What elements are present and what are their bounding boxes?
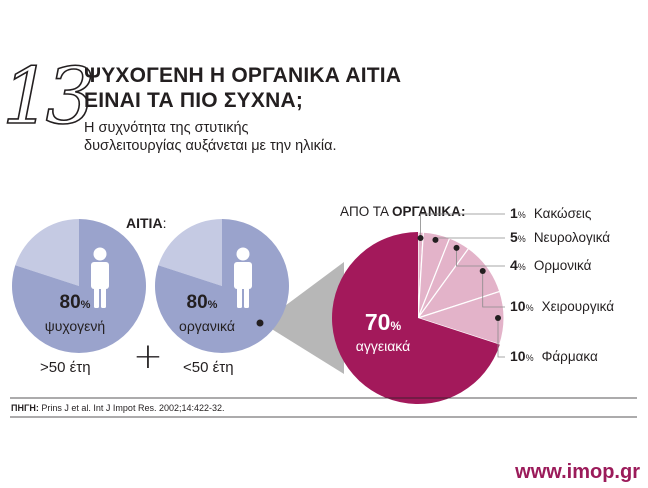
- slice-value: 5: [510, 229, 518, 245]
- svg-text:80%: 80%: [60, 292, 91, 313]
- pie-slice-other: [15, 219, 79, 286]
- age-group-1: >50 έτη: [40, 359, 91, 376]
- leader-dot: [495, 315, 501, 321]
- pie1-value: 80: [60, 292, 81, 313]
- svg-text:80%: 80%: [187, 292, 218, 313]
- leader-line: [456, 247, 505, 267]
- pie-organic: [155, 219, 289, 353]
- person-icon: [91, 247, 109, 308]
- zoom-connector: [262, 262, 344, 374]
- person-icon: [234, 247, 252, 308]
- slice-percent: %: [518, 262, 526, 272]
- svg-text:ΑΙΤΙΑ:: ΑΙΤΙΑ:: [126, 215, 166, 231]
- pie-slice-other: [158, 219, 222, 286]
- slice-value: 10: [510, 348, 526, 364]
- organic-title-suffix: :: [461, 204, 466, 219]
- slice-leaders: 1% Κακώσεις 5% Νευρολογικά 4% Ορμονικά 10% Χειρ…: [417, 205, 614, 364]
- leader-dot: [479, 267, 486, 274]
- pie1-percent: %: [81, 299, 91, 311]
- pie-organic-causes: [331, 231, 505, 404]
- subtitle-line-2: δυσλειτουργίας αυξάνεται με την ηλικία.: [84, 138, 337, 154]
- plus-sign: +: [133, 336, 163, 377]
- slice-label: 10% Χειρουργικά: [510, 298, 614, 314]
- slice-label: 4% Ορμονικά: [510, 257, 592, 273]
- vascular-label: αγγειακά: [356, 338, 410, 354]
- slice-value: 1: [510, 205, 518, 221]
- slice-label: 5% Νευρολογικά: [510, 229, 610, 245]
- source-text: Prins J et al. Int J Impot Res. 2002;14:…: [39, 403, 225, 413]
- pie-slice-vascular: [331, 231, 500, 404]
- slice-category: Φάρμακα: [542, 349, 598, 364]
- leader-dot: [417, 235, 424, 242]
- leader-dot: [453, 244, 460, 251]
- causes-header-colon: :: [163, 215, 167, 231]
- title-line-1: ΨΥΧΟΓΕΝΗ Η ΟΡΓΑΝΙΚΑ ΑΙΤΙΑ: [84, 64, 402, 87]
- svg-text:ΠΗΓΗ: Prins J et al. Int J Imp: ΠΗΓΗ: Prins J et al. Int J Impot Res. 20…: [11, 403, 225, 413]
- svg-text:70%: 70%: [365, 309, 402, 335]
- pie-slice-main: [155, 219, 289, 353]
- slice-value: 10: [510, 298, 526, 314]
- pie-slice-main: [12, 219, 147, 353]
- organic-title-bold: ΟΡΓΑΝΙΚΑ: [392, 204, 461, 219]
- slice-label: 10% Φάρμακα: [510, 348, 598, 364]
- chapter-number: 13: [1, 52, 96, 142]
- title-line-2: ΕΙΝΑΙ ΤΑ ΠΙΟ ΣΥΧΝΑ;: [84, 89, 304, 112]
- leader-line: [420, 213, 505, 239]
- slice-category: Ορμονικά: [534, 258, 592, 273]
- vascular-value: 70: [365, 309, 391, 335]
- leader-line: [497, 318, 505, 358]
- pie-psychogenic: [12, 219, 147, 353]
- organic-title-prefix: ΑΠΟ ΤΑ: [340, 204, 392, 219]
- slice-percent: %: [526, 303, 534, 313]
- slice-category: Κακώσεις: [534, 206, 592, 221]
- website-link[interactable]: www.imop.gr: [515, 461, 640, 483]
- age-group-2: <50 έτη: [183, 359, 234, 376]
- slice-percent: %: [518, 234, 526, 244]
- source-label: ΠΗΓΗ:: [11, 403, 39, 413]
- pie1-label: ψυχογενή: [45, 318, 105, 334]
- pie2-label: οργανικά: [179, 318, 235, 334]
- slice-label: 1% Κακώσεις: [510, 205, 592, 221]
- subtitle-line-1: Η συχνότητα της στυτικής: [84, 120, 249, 136]
- vascular-percent: %: [390, 319, 401, 333]
- slice-percent: %: [526, 353, 534, 363]
- svg-text:ΑΠΟ ΤΑ ΟΡΓΑΝΙΚΑ:: ΑΠΟ ΤΑ ΟΡΓΑΝΙΚΑ:: [340, 204, 465, 219]
- slice-category: Χειρουργικά: [542, 299, 615, 314]
- slice-value: 4: [510, 257, 518, 273]
- causes-header: ΑΙΤΙΑ: [126, 215, 163, 231]
- pie2-value: 80: [187, 292, 208, 313]
- leader-dot: [432, 236, 439, 243]
- slice-category: Νευρολογικά: [534, 230, 610, 245]
- connector-dot: [256, 319, 264, 327]
- pie2-percent: %: [208, 299, 218, 311]
- leader-line: [482, 270, 505, 308]
- slice-percent: %: [518, 210, 526, 220]
